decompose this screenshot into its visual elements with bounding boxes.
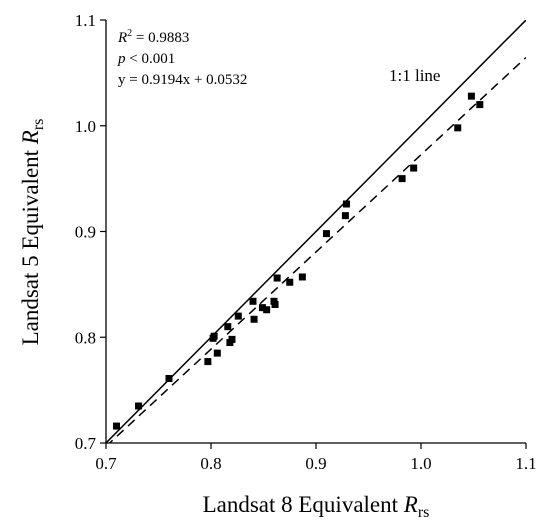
data-point — [135, 402, 143, 410]
data-point — [213, 349, 221, 357]
regression-fit-line — [108, 56, 526, 443]
data-point — [228, 335, 236, 343]
p-value-label: p < 0.001 — [117, 51, 175, 67]
data-point — [323, 230, 330, 238]
data-point — [286, 278, 294, 286]
x-tick-label: 0.9 — [305, 454, 326, 473]
data-point — [250, 315, 258, 323]
data-point — [263, 306, 271, 314]
x-tick-label: 0.8 — [200, 454, 221, 473]
x-axis-title: Landsat 8 Equivalent Rrs — [203, 492, 430, 521]
data-point — [410, 164, 418, 172]
data-point — [258, 304, 266, 312]
regression-equation: y = 0.9194x + 0.0532 — [118, 72, 247, 88]
y-tick-label: 0.9 — [75, 223, 96, 242]
y-tick-label: 1.0 — [75, 117, 96, 136]
data-point — [398, 175, 406, 183]
data-point — [113, 422, 120, 430]
data-point — [234, 312, 242, 320]
y-tick-label: 0.8 — [75, 328, 96, 347]
x-tick-label: 1.0 — [410, 454, 431, 473]
data-point — [273, 274, 281, 282]
data-point — [249, 297, 257, 305]
axis-ticks — [100, 19, 527, 449]
data-point — [467, 92, 475, 100]
tick-labels: 0.7 0.8 0.9 1.0 1.1 0.7 0.8 0.9 1.0 1.1 — [75, 11, 537, 473]
data-point — [454, 124, 462, 132]
x-tick-label: 1.1 — [515, 454, 536, 473]
y-tick-label: 1.1 — [75, 11, 96, 30]
data-point — [476, 101, 484, 109]
r-squared-label: R2 = 0.9883 — [117, 28, 189, 46]
data-point — [298, 273, 306, 281]
data-points — [113, 92, 484, 430]
data-point — [342, 200, 350, 208]
x-tick-label: 0.7 — [95, 454, 117, 473]
data-point — [210, 332, 218, 340]
y-axis-title: Landsat 5 Equivalent Rrs — [18, 119, 47, 346]
y-tick-label: 0.7 — [75, 434, 97, 453]
one-to-one-line-label: 1:1 line — [389, 66, 440, 85]
data-point — [224, 323, 232, 331]
data-point — [204, 358, 212, 366]
data-point — [341, 212, 349, 220]
data-point — [271, 300, 279, 308]
data-point — [165, 374, 173, 382]
one-to-one-line — [106, 20, 526, 443]
